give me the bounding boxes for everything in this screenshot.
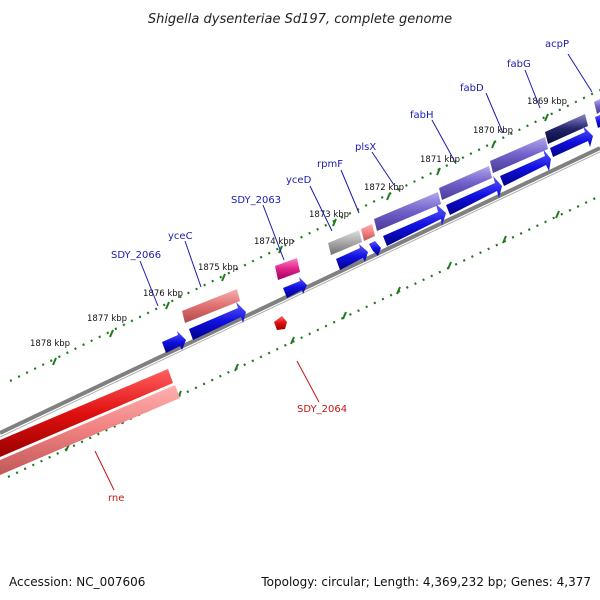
gene-label-fabH[interactable]: fabH (410, 110, 434, 121)
gene-arrow-yceC[interactable] (189, 302, 246, 340)
gene-block-rne[interactable] (0, 369, 173, 457)
major-tick (386, 192, 391, 201)
major-tick (234, 363, 239, 372)
gene-block-fabG[interactable] (545, 114, 588, 144)
leader-line (262, 204, 285, 261)
gene-arrow-SDY_2066[interactable] (162, 331, 186, 353)
kbp-label: 1869 kbp (527, 97, 567, 107)
label-leaders-red (94, 360, 320, 491)
gene-arrow-fabG[interactable] (550, 126, 593, 157)
gene-label-yceC[interactable]: yceC (168, 231, 193, 242)
major-tick (52, 357, 57, 366)
leader-line (184, 240, 202, 288)
inner-tick-ring (7, 195, 600, 478)
leader-line (340, 169, 360, 214)
leader-line (94, 450, 115, 491)
kbp-label: 1871 kbp (420, 155, 460, 165)
gene-arrow-yceD[interactable] (336, 244, 368, 270)
gene-arrow-SDY_2063[interactable] (283, 277, 307, 298)
gene-label-SDY_2066[interactable]: SDY_2066 (111, 250, 161, 261)
major-tick (332, 218, 337, 227)
major-tick (109, 329, 114, 338)
major-tick (491, 140, 496, 149)
accession-text: Accession: NC_007606 (9, 575, 145, 589)
leader-line (485, 92, 504, 134)
kbp-label: 1873 kbp (309, 210, 349, 220)
kbp-label: 1872 kbp (364, 183, 404, 193)
gene-label-fabG[interactable]: fabG (507, 59, 531, 70)
leader-line (309, 185, 333, 232)
gene-arrow-acpP[interactable] (595, 115, 600, 128)
kbp-label: 1875 kbp (198, 263, 238, 273)
kbp-label: 1878 kbp (30, 339, 70, 349)
outer-tick-ring (9, 89, 600, 382)
major-ticks-outer (52, 113, 549, 366)
genome-summary-text: Topology: circular; Length: 4,369,232 bp… (260, 575, 591, 589)
gene-label-rne[interactable]: rne (108, 493, 124, 504)
major-tick (165, 301, 170, 310)
gene-label-rpmF[interactable]: rpmF (317, 159, 343, 170)
gene-block-acpP[interactable] (594, 99, 600, 114)
gene-label-SDY_2064[interactable]: SDY_2064 (297, 404, 347, 415)
kbp-label: 1870 kbp (473, 126, 513, 136)
gene-block-SDY_2063[interactable] (275, 258, 300, 280)
major-tick (436, 167, 441, 176)
gene-block-fabH[interactable] (439, 166, 492, 200)
major-tick (544, 113, 549, 122)
gene-arrow-rpmF[interactable] (369, 241, 381, 256)
gene-label-SDY_2063[interactable]: SDY_2063 (231, 195, 281, 206)
leader-line (524, 69, 541, 109)
kbp-label: 1874 kbp (254, 237, 294, 247)
major-tick (290, 336, 295, 345)
major-tick (396, 286, 401, 295)
gene-label-acpP[interactable]: acpP (545, 39, 569, 50)
gene-arrow-SDY_2064[interactable] (274, 316, 287, 330)
label-leaders-blue (139, 53, 593, 307)
gene-label-yceD[interactable]: yceD (286, 175, 312, 186)
major-tick (447, 261, 452, 270)
kbp-label: 1877 kbp (87, 314, 127, 324)
leader-line (371, 151, 395, 186)
major-tick (221, 273, 226, 282)
leader-line (296, 360, 320, 403)
gene-block-yceD[interactable] (328, 230, 362, 255)
leader-line (567, 53, 593, 93)
gene-block-rne-secondary[interactable] (0, 385, 180, 475)
map-title: Shigella dysenteriae Sd197, complete gen… (148, 12, 452, 27)
gene-label-fabD[interactable]: fabD (460, 83, 484, 94)
gene-block-rpmF[interactable] (361, 224, 375, 241)
gene-label-plsX[interactable]: plsX (355, 142, 376, 153)
gene-arrow-fabD[interactable] (500, 149, 551, 186)
backbone-line-shadow (0, 151, 600, 438)
gene-block-fabD[interactable] (490, 137, 548, 173)
kbp-label: 1876 kbp (143, 289, 183, 299)
leader-line (139, 260, 159, 307)
gene-arrow-plsX[interactable] (383, 204, 446, 246)
gene-block-plsX[interactable] (374, 192, 441, 231)
major-tick (555, 210, 560, 219)
major-tick (502, 235, 507, 244)
major-tick (342, 311, 347, 320)
leader-line (431, 119, 455, 161)
gene-arrow-fabH[interactable] (446, 176, 502, 215)
gene-block-yceC[interactable] (182, 289, 240, 323)
